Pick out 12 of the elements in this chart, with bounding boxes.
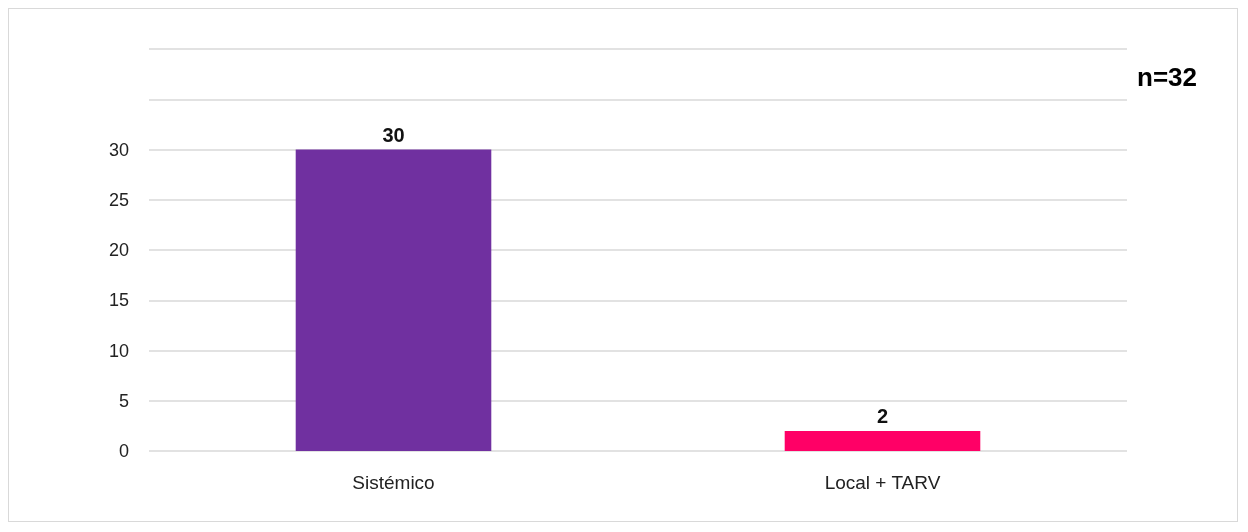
y-tick-label: 20 (108, 240, 129, 260)
y-tick-label: 10 (108, 340, 129, 361)
x-tick-label: Local + TARV (824, 472, 941, 493)
y-tick-label: 25 (108, 189, 129, 210)
data-label: 30 (382, 123, 405, 146)
data-label: 2 (876, 404, 889, 427)
x-tick-label: Sistémico (352, 472, 435, 493)
text: n=32 (1137, 62, 1198, 92)
y-tick-label: 5 (118, 390, 129, 411)
y-tick-label: 30 (108, 139, 129, 160)
y-tick-label: 0 (118, 441, 129, 461)
y-tick-label: 15 (108, 290, 129, 311)
